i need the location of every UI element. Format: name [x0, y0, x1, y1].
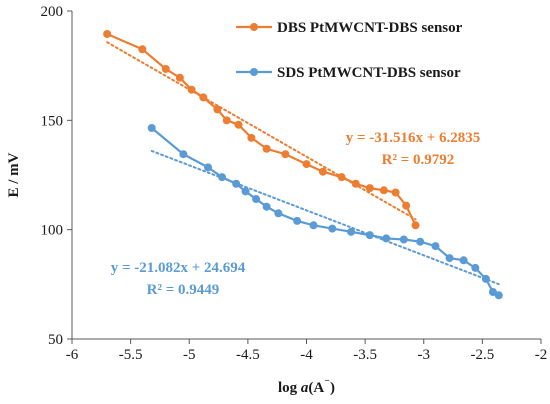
axes [71, 11, 541, 340]
data-point [204, 163, 213, 172]
data-point [391, 188, 400, 197]
trendline-0 [106, 41, 417, 221]
x-tick-label: -3 [418, 347, 431, 363]
y-tick-label: 200 [41, 4, 64, 20]
data-point [138, 45, 147, 54]
data-point [347, 227, 356, 236]
x-tick-label: -5 [183, 347, 196, 363]
trendlines [106, 41, 500, 286]
data-point [328, 224, 337, 233]
x-axis-title-activity: a [301, 380, 309, 396]
y-tick-label: 50 [48, 332, 63, 348]
data-point [399, 235, 408, 244]
y-tick-label: 100 [41, 223, 64, 239]
data-point [445, 254, 454, 263]
data-point [488, 287, 497, 296]
x-tick-label: -4 [300, 347, 313, 363]
x-tick-labels: -6 -5.5 -5 -4.5 -4 -3.5 -3 -2.5 -2 [66, 339, 548, 363]
data-point [241, 187, 250, 196]
data-point [365, 184, 374, 193]
x-tick-label: -6 [66, 347, 79, 363]
data-point [382, 234, 391, 243]
trendline-equation: y = -31.516x + 6.2835 [346, 130, 481, 146]
data-point [213, 105, 222, 114]
data-point [262, 202, 271, 211]
y-axis-title: E / mV [6, 152, 22, 197]
data-point [494, 291, 503, 300]
data-point [416, 237, 425, 246]
data-point [103, 29, 112, 38]
y-tick-labels: 50 100 150 200 [41, 4, 72, 348]
data-point [247, 133, 256, 142]
data-point [199, 93, 208, 102]
data-point [234, 120, 243, 129]
data-point [402, 201, 411, 210]
x-tick-label: -4.5 [236, 347, 260, 363]
x-axis-title-close: ) [330, 380, 335, 396]
data-point [161, 64, 170, 73]
trendline-r-squared: R² = 0.9449 [147, 282, 220, 298]
data-point [459, 256, 468, 265]
data-point [471, 263, 480, 272]
data-point [179, 150, 188, 159]
x-axis-title-open: (A [308, 380, 324, 396]
data-point [293, 216, 302, 225]
data-point [337, 173, 346, 182]
data-point [147, 123, 156, 132]
x-tick-label: -2.5 [471, 347, 495, 363]
data-point [281, 150, 290, 159]
x-axis-title-log: log [278, 380, 301, 396]
data-point [431, 242, 440, 251]
x-tick-label: -5.5 [119, 347, 143, 363]
legend: DBS PtMWCNT-DBS sensor SDS PtMWCNT-DBS se… [236, 20, 463, 81]
x-axis-title: log a(A⁻) [278, 377, 335, 396]
x-tick-label: -2 [535, 347, 548, 363]
data-point [218, 173, 227, 182]
trendline-equations: y = -31.516x + 6.2835 R² = 0.9792 y = -21.… [111, 130, 481, 298]
data-point [175, 73, 184, 82]
data-point [309, 221, 318, 230]
data-point [365, 231, 374, 240]
data-point [351, 179, 360, 188]
series-lines [103, 29, 503, 300]
legend-swatch-marker [250, 23, 258, 31]
x-tick-label: -3.5 [353, 347, 377, 363]
data-point [302, 160, 311, 169]
trendline-equation: y = -21.082x + 24.694 [111, 260, 246, 276]
legend-label: SDS PtMWCNT-DBS sensor [277, 65, 461, 81]
data-point [481, 274, 490, 283]
trendline-1 [150, 149, 500, 286]
data-point [252, 195, 261, 204]
data-point [232, 179, 241, 188]
legend-label: DBS PtMWCNT-DBS sensor [277, 20, 463, 36]
data-point [274, 209, 283, 218]
x-axis-title-charge: ⁻ [324, 377, 330, 389]
data-point [222, 116, 231, 125]
data-point [318, 167, 327, 176]
data-point [262, 144, 271, 153]
trendline-r-squared: R² = 0.9792 [382, 152, 455, 168]
y-tick-label: 150 [41, 113, 64, 129]
legend-swatch-marker [250, 68, 258, 76]
data-point [411, 221, 420, 230]
data-point [187, 85, 196, 94]
data-point [379, 186, 388, 195]
